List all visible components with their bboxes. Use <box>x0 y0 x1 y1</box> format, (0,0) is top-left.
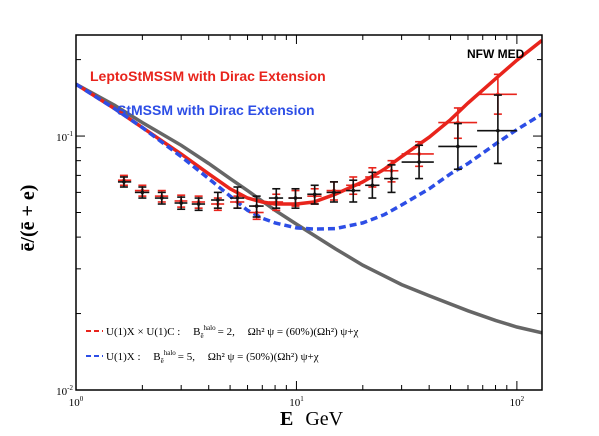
y-axis-label: ē/(ē + e) <box>17 185 39 252</box>
x-tick-label-100: 102 <box>510 395 525 409</box>
red-model-annotation: LeptoStMSSM with Dirac Extension <box>90 68 326 84</box>
x-tick-label-10: 101 <box>289 395 304 409</box>
y-tick-label-0.1: 10-1 <box>56 130 73 144</box>
data-point-black-15 <box>401 144 434 180</box>
data-point-black-14 <box>384 164 399 194</box>
data-point-black-10 <box>307 184 322 205</box>
data-point-black-17 <box>477 94 517 165</box>
blue-model-annotation: StMSSM with Dirac Extension <box>117 102 315 118</box>
nfw-med-annotation: NFW MED <box>467 47 525 61</box>
data-point-black-2 <box>154 191 169 205</box>
legend-entry-red: U(1)X × U(1)C : Bēhalo = 2, Ωh² ψ = (60%)… <box>106 324 359 340</box>
legend: U(1)X × U(1)C : Bēhalo = 2, Ωh² ψ = (60%)… <box>86 324 359 365</box>
data-point-black-8 <box>268 187 284 209</box>
y-tick-label-0.01: 10-2 <box>56 384 73 398</box>
curve-grey-background <box>76 82 542 335</box>
legend-entry-blue: U(1)X : Bēhalo = 5, Ωh² ψ = (50%)(Ωh²) ψ+… <box>106 349 319 365</box>
data-point-black-4 <box>191 197 206 212</box>
axis-ticks <box>75 35 542 391</box>
data-point-black-9 <box>288 187 303 209</box>
data-point-black-12 <box>346 179 361 203</box>
data-point-black-7 <box>249 195 264 218</box>
curve-blue-stmssm <box>76 82 542 231</box>
data-point-black-13 <box>365 171 380 199</box>
data-point-black-5 <box>211 191 225 209</box>
y-tick-labels: 10-2 10-1 <box>56 130 73 398</box>
x-tick-label-1: 100 <box>69 395 84 409</box>
x-tick-labels: 100 101 102 <box>69 395 525 409</box>
data-point-black-3 <box>174 196 188 211</box>
data-point-black-11 <box>326 181 341 203</box>
data-point-black-0 <box>117 176 132 188</box>
x-axis-label: E GeV <box>280 408 344 430</box>
data-points-black <box>117 94 517 218</box>
data-point-red-17 <box>477 73 517 115</box>
data-point-black-6 <box>230 186 245 209</box>
data-point-black-1 <box>134 186 150 199</box>
data-point-black-16 <box>438 122 478 171</box>
